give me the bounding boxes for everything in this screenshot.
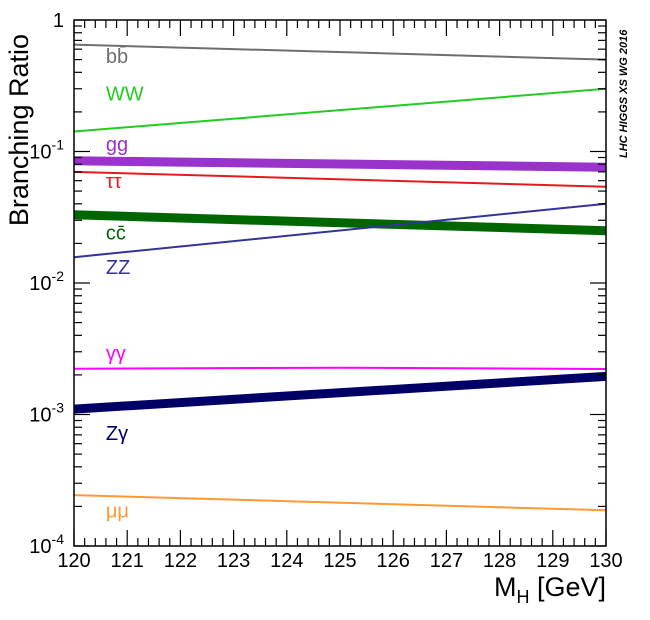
series-line-6: [73, 366, 607, 370]
series-line-8: [73, 494, 607, 512]
x-axis-title-main: M: [494, 572, 517, 602]
x-tick-label: 124: [270, 550, 303, 572]
plot-frame: [73, 19, 607, 547]
x-tick-label: 130: [589, 550, 622, 572]
tick-marks: [73, 19, 607, 547]
y-tick-base: 10: [29, 405, 51, 427]
series-label-6: γγ: [106, 343, 126, 365]
x-axis-title: MH [GeV]: [494, 572, 606, 607]
series-label-1: WW: [106, 83, 144, 105]
y-tick-exponent: -3: [52, 400, 65, 416]
series-label-2: gg: [106, 134, 128, 156]
series-line-5: [73, 202, 607, 259]
y-tick-label: 10-4: [29, 531, 64, 558]
series-label-0: bb̄: [106, 45, 128, 68]
x-tick-label: 125: [323, 550, 356, 572]
x-tick-label: 120: [57, 550, 90, 572]
lhc-watermark: LHC HIGGS XS WG 2016: [618, 29, 630, 158]
series-line-2: [73, 156, 607, 172]
y-tick-label: 10-1: [29, 137, 64, 164]
series-layer: [73, 43, 607, 512]
series-line-3: [73, 170, 607, 188]
x-tick-label: 128: [483, 550, 516, 572]
series-line-4: [73, 210, 607, 236]
series-label-8: μμ: [106, 500, 129, 522]
series-line-1: [73, 87, 607, 133]
y-tick-base: 10: [29, 142, 51, 164]
y-tick-label: 1: [53, 10, 64, 32]
y-tick-exponent: -1: [52, 137, 65, 153]
series-label-5: ZZ: [106, 257, 130, 279]
x-tick-label: 122: [164, 550, 197, 572]
x-tick-label: 121: [111, 550, 144, 572]
x-axis-title-subscript: H: [516, 587, 529, 607]
series-labels: bb̄ WW gg ττ cc̄ ZZ γγ Zγ μμ: [106, 45, 144, 522]
series-label-3: ττ: [106, 171, 122, 193]
y-tick-base: 1: [53, 10, 64, 32]
y-tick-labels: 110-110-210-310-4: [29, 10, 64, 558]
series-label-4: cc̄: [106, 222, 126, 244]
x-axis-title-unit: [GeV]: [529, 572, 606, 602]
y-tick-exponent: -4: [52, 531, 65, 547]
series-line-7: [73, 371, 607, 414]
y-tick-label: 10-2: [29, 268, 64, 295]
x-tick-labels: 120 121 122 123 124 125 126 127 128 129 130: [57, 550, 622, 572]
x-tick-label: 126: [377, 550, 410, 572]
y-axis-title: Branching Ratio: [4, 34, 34, 226]
x-tick-label: 127: [430, 550, 463, 572]
y-tick-base: 10: [29, 536, 51, 558]
series-label-7: Zγ: [106, 423, 128, 445]
series-line-0: [73, 43, 607, 61]
x-tick-label: 123: [217, 550, 250, 572]
x-tick-label: 129: [536, 550, 569, 572]
y-tick-exponent: -2: [52, 268, 65, 284]
y-tick-label: 10-3: [29, 400, 64, 427]
y-tick-base: 10: [29, 273, 51, 295]
